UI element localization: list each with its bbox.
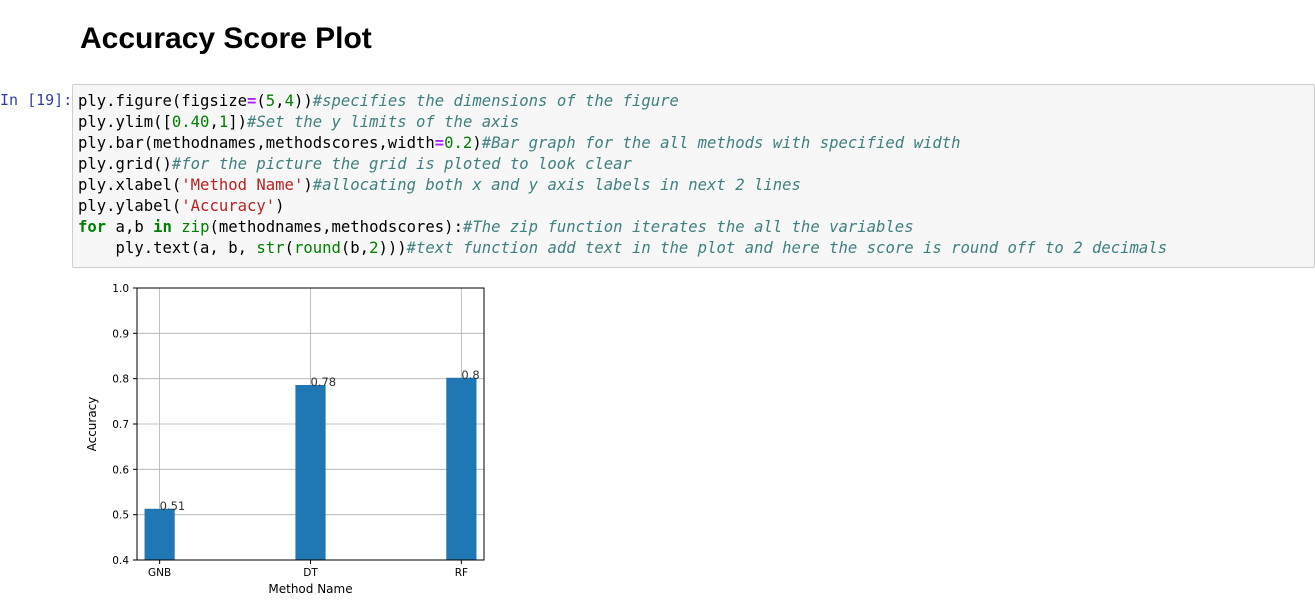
- cell-prompt: In [19]:: [0, 91, 73, 109]
- code-line-8: ply.text(a, b, str(round(b,2)))#text fun…: [78, 239, 1168, 257]
- y-tick-label: 0.6: [112, 464, 129, 476]
- code-cell[interactable]: [72, 84, 1315, 268]
- data-label: 0.51: [160, 499, 186, 513]
- code-line-6: ply.ylabel('Accuracy'): [78, 197, 285, 215]
- accuracy-bar-chart: 0.4 0.5 0.6 0.7 0.8 0.9 1.0 GNB DT RF 0.51 0.78 0.8…: [85, 283, 485, 596]
- data-label: 0.78: [311, 375, 337, 389]
- code-line-4: ply.grid()#for the picture the grid is p…: [78, 155, 632, 173]
- y-tick-label: 0.9: [112, 328, 129, 340]
- code-line-3: ply.bar(methodnames,methodscores,width=0…: [78, 134, 961, 152]
- y-tick-label: 0.8: [112, 374, 129, 386]
- notebook-heading: Accuracy Score Plot: [80, 22, 372, 55]
- y-tick-label: 0.7: [112, 419, 129, 431]
- bar-dt: [295, 385, 326, 560]
- tick-layer: 0.4 0.5 0.6 0.7 0.8 0.9 1.0 GNB DT RF: [112, 283, 468, 579]
- bar-gnb: [144, 508, 175, 560]
- data-label-layer: 0.51 0.78 0.8: [160, 368, 480, 513]
- bar-layer: [144, 377, 477, 560]
- y-axis-title: Accuracy: [85, 397, 99, 452]
- x-tick-label: DT: [303, 567, 318, 579]
- y-tick-label: 0.5: [112, 510, 129, 522]
- x-axis-title: Method Name: [268, 582, 352, 596]
- y-tick-label: 0.4: [112, 555, 129, 567]
- code-line-1: ply.figure(figsize=(5,4))#specifies the …: [78, 92, 679, 110]
- code-line-5: ply.xlabel('Method Name')#allocating bot…: [78, 176, 801, 194]
- code-line-7: for a,b in zip(methodnames,methodscores)…: [78, 218, 914, 236]
- code-editor[interactable]: ply.figure(figsize=(5,4))#specifies the …: [78, 91, 1167, 259]
- data-label: 0.8: [461, 368, 479, 382]
- x-tick-label: RF: [455, 567, 468, 579]
- y-tick-label: 1.0: [112, 283, 129, 295]
- bar-rf: [446, 377, 477, 560]
- x-tick-label: GNB: [148, 567, 171, 579]
- code-line-2: ply.ylim([0.40,1])#Set the y limits of t…: [78, 113, 520, 131]
